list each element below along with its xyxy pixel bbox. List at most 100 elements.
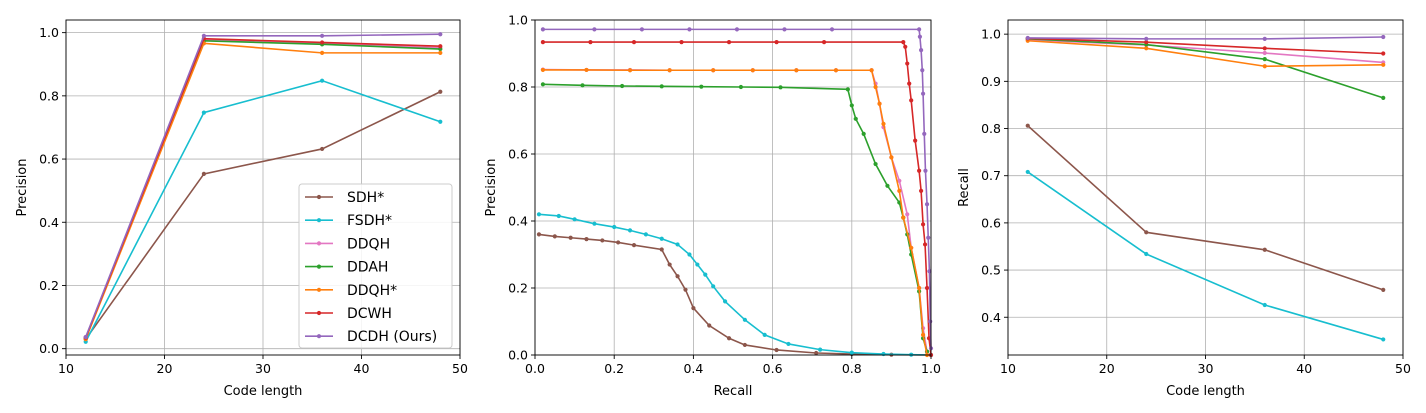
legend-label: DDAH [347, 260, 388, 276]
data-point [580, 83, 585, 88]
data-point [584, 236, 589, 242]
series-line-dcdh-ours [84, 33, 441, 338]
data-point [438, 44, 443, 49]
data-point [1144, 251, 1149, 257]
y-tick-label: 0.9 [981, 74, 1001, 89]
data-point [536, 212, 542, 217]
x-tick-label: 10 [1000, 361, 1016, 376]
chart-2: 0.0 0.2 0.4 0.6 0.8 1.0 0.0 0.2 0.4 0.6 0.8 1.0 Reca… [484, 13, 941, 400]
data-point [818, 347, 823, 352]
x-tick-label: 30 [255, 361, 271, 376]
data-point [612, 224, 617, 230]
x-tick-label: 50 [1395, 361, 1411, 376]
data-point [786, 341, 791, 347]
legend-marker [316, 334, 322, 339]
legend-item: DDQH [305, 236, 390, 252]
data-point [695, 262, 700, 267]
data-point [742, 317, 747, 322]
data-point [849, 103, 854, 108]
data-point [909, 245, 914, 250]
data-point [917, 27, 922, 32]
series-group [1025, 34, 1386, 342]
series-line-dcwh [542, 41, 932, 356]
data-point [438, 50, 443, 55]
data-point [659, 84, 664, 89]
y-tick-label: 0.8 [39, 88, 59, 103]
y-tick-label: 0.6 [508, 147, 528, 162]
legend-item: FSDH* [305, 213, 392, 229]
series-group [536, 27, 934, 358]
data-point [679, 40, 684, 45]
data-point [885, 183, 890, 188]
data-point [861, 131, 866, 136]
data-point [928, 319, 933, 324]
data-point [1025, 123, 1030, 128]
data-point [711, 68, 716, 73]
data-point [738, 84, 744, 90]
data-point [687, 252, 692, 257]
data-point [927, 269, 932, 274]
data-point [905, 212, 910, 217]
data-point [905, 61, 910, 66]
data-point [572, 217, 577, 222]
legend: SDH* FSDH* DDQH DDAH DDQH* DCWH DCDH (Ours) [298, 183, 453, 349]
data-point [711, 284, 716, 289]
data-point [726, 336, 732, 341]
y-tick-label: 0.0 [508, 348, 528, 363]
data-point [600, 238, 605, 243]
legend-item: DDAH [305, 260, 388, 276]
data-point [1381, 287, 1386, 292]
x-tick-label: 0.8 [842, 361, 862, 376]
data-point [913, 138, 918, 143]
data-point [873, 84, 878, 90]
data-point [1262, 46, 1267, 51]
data-point [707, 323, 712, 328]
data-point [1025, 35, 1030, 41]
data-point [897, 178, 902, 183]
data-point [778, 85, 783, 90]
data-point [438, 32, 443, 37]
y-tick-label: 0.4 [39, 215, 59, 230]
legend-label: DDQH* [347, 283, 397, 299]
data-point [703, 272, 708, 277]
data-point [1144, 46, 1149, 51]
series-line-sdh [538, 233, 932, 356]
data-point [726, 40, 732, 45]
data-point [320, 146, 325, 152]
data-point [1144, 40, 1149, 45]
x-tick-label: 10 [58, 361, 74, 376]
y-tick-label: 0.8 [981, 121, 1001, 136]
data-point [83, 334, 88, 340]
data-point [438, 119, 443, 124]
data-point [627, 68, 633, 73]
y-axis-label: Precision [15, 158, 30, 216]
legend-item: SDH* [305, 190, 384, 206]
data-point [687, 27, 692, 32]
data-point [845, 87, 850, 92]
x-axis-label: Recall [714, 384, 753, 399]
legend-box [298, 183, 453, 349]
data-point [552, 234, 557, 239]
legend-marker [316, 310, 322, 316]
series-line-dcdh-ours [1027, 36, 1384, 40]
legend-label: DCWH [347, 306, 392, 322]
data-point [540, 40, 546, 45]
data-point [1144, 36, 1149, 41]
legend-item: DCDH (Ours) [305, 329, 437, 345]
legend-marker [316, 218, 322, 223]
y-tick-label: 1.0 [981, 27, 1001, 42]
data-point [627, 228, 633, 233]
y-tick-label: 0.8 [508, 80, 528, 95]
data-point [897, 188, 902, 193]
data-point [643, 232, 648, 237]
data-point [920, 68, 925, 73]
x-tick-label: 40 [1296, 361, 1312, 376]
data-point [919, 188, 924, 193]
chart-3: 10 20 30 40 50 0.4 0.5 0.6 0.7 0.8 0.9 1.0 Code leng… [957, 19, 1411, 399]
data-point [794, 68, 799, 73]
data-point [592, 27, 597, 32]
data-point [659, 247, 664, 252]
data-point [631, 243, 637, 248]
legend-label: FSDH* [347, 213, 392, 229]
